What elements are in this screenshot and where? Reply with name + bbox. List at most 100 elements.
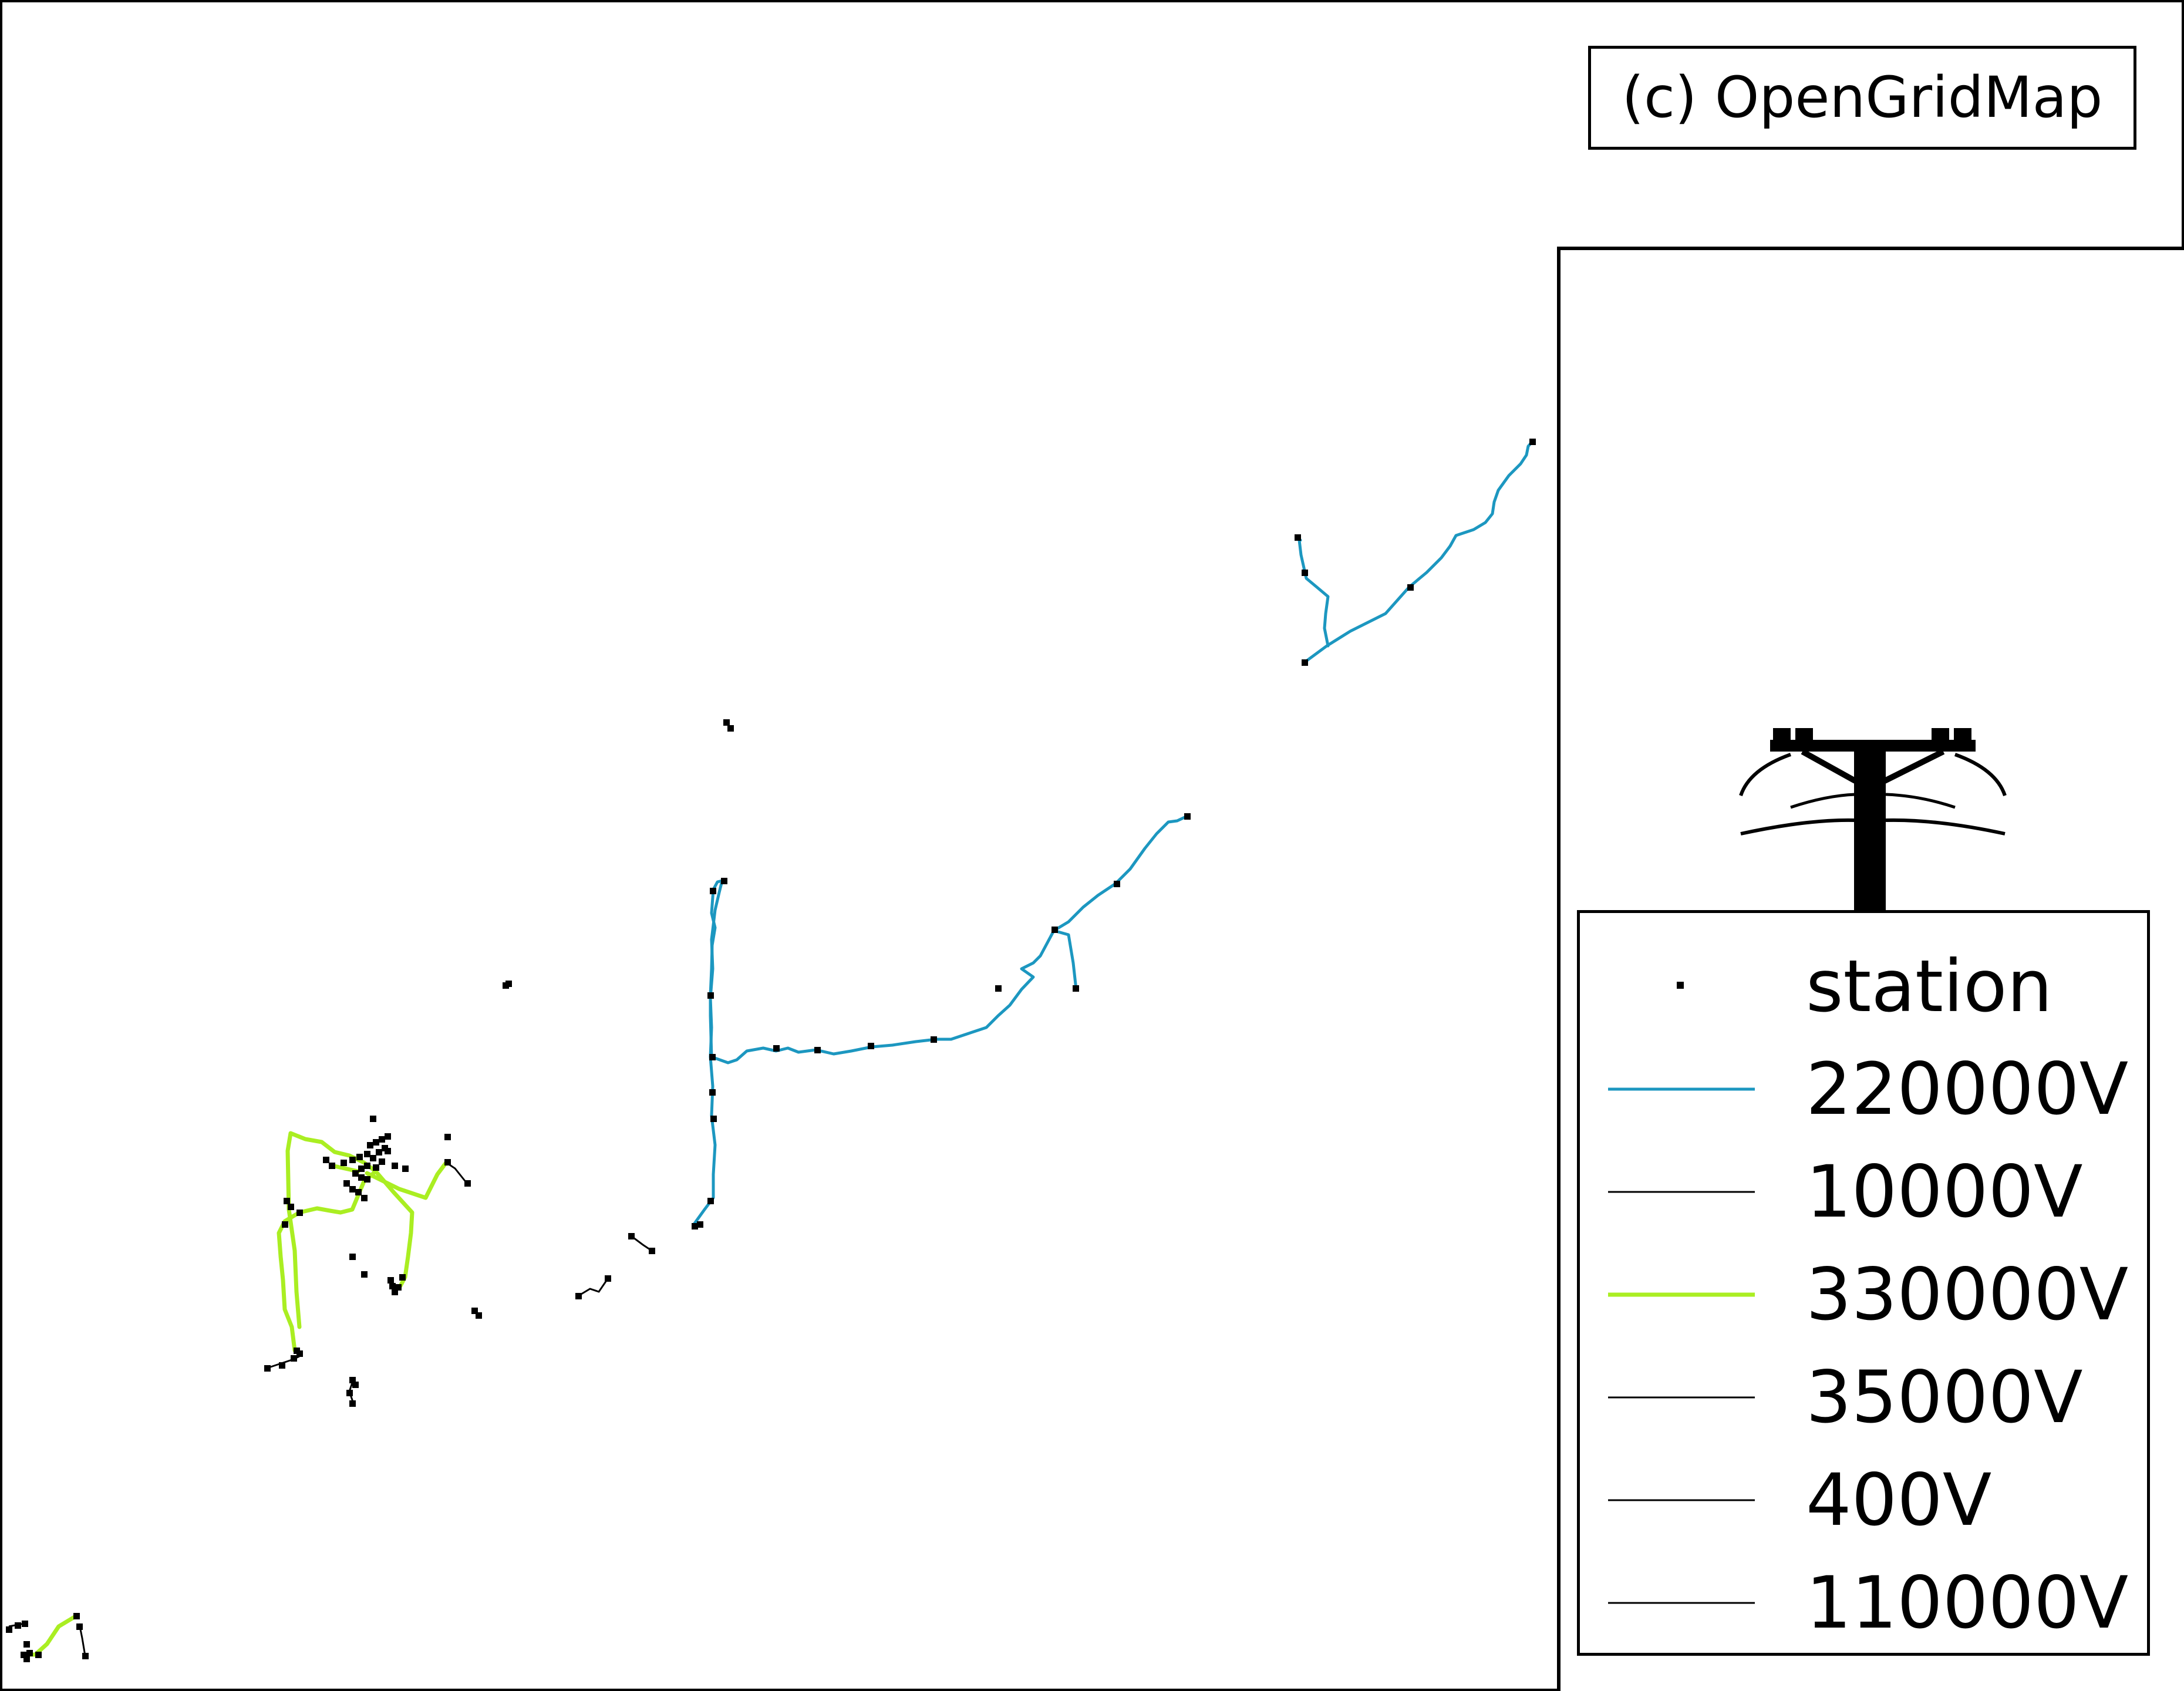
station-marker[interactable] (329, 1163, 335, 1169)
station-marker[interactable] (1295, 534, 1301, 541)
station-marker[interactable] (471, 1308, 478, 1314)
legend-item-10kv: 10000V (1580, 1148, 2147, 1236)
station-marker[interactable] (464, 1180, 471, 1187)
station-marker[interactable] (709, 1089, 716, 1096)
lines-220kv (692, 440, 1534, 1226)
station-marker[interactable] (21, 1652, 27, 1658)
station-marker[interactable] (6, 1626, 12, 1633)
station-marker[interactable] (349, 1186, 356, 1193)
station-marker[interactable] (727, 725, 734, 732)
station-marker[interactable] (26, 1650, 33, 1656)
station-marker[interactable] (868, 1043, 874, 1049)
station-marker[interactable] (721, 878, 727, 884)
station-marker[interactable] (349, 1157, 356, 1163)
station-marker[interactable] (1073, 985, 1079, 992)
station-marker[interactable] (709, 1054, 716, 1060)
station-marker[interactable] (22, 1621, 28, 1627)
station-marker[interactable] (710, 1116, 717, 1122)
station-marker[interactable] (773, 1045, 780, 1052)
station-marker[interactable] (355, 1189, 362, 1195)
station-marker[interactable] (373, 1139, 379, 1146)
station-marker[interactable] (73, 1613, 80, 1619)
station-marker[interactable] (710, 888, 716, 894)
station-marker[interactable] (503, 982, 509, 989)
legend-label: 400V (1806, 1458, 1992, 1542)
station-marker[interactable] (343, 1180, 350, 1187)
station-marker[interactable] (282, 1221, 288, 1228)
station-marker[interactable] (395, 1284, 402, 1291)
station-marker[interactable] (349, 1377, 356, 1383)
station-marker[interactable] (444, 1159, 451, 1165)
line-220kv-east-spur (1052, 929, 1078, 991)
station-marker[interactable] (361, 1271, 368, 1278)
station-marker[interactable] (1184, 813, 1191, 820)
station-marker[interactable] (399, 1274, 406, 1281)
station-marker[interactable] (296, 1350, 303, 1357)
station-marker[interactable] (444, 1134, 451, 1140)
station-marker[interactable] (376, 1149, 382, 1156)
station-marker[interactable] (605, 1275, 611, 1282)
station-marker[interactable] (358, 1174, 365, 1181)
station-marker[interactable] (23, 1641, 30, 1648)
station-marker[interactable] (264, 1365, 271, 1372)
station-marker[interactable] (364, 1176, 370, 1183)
station-marker[interactable] (1302, 570, 1308, 576)
station-marker[interactable] (379, 1136, 385, 1143)
station-marker[interactable] (995, 985, 1002, 992)
station-marker[interactable] (35, 1652, 42, 1658)
station-marker[interactable] (1114, 881, 1120, 887)
station-marker[interactable] (346, 1390, 353, 1396)
station-marker[interactable] (291, 1355, 297, 1362)
station-marker[interactable] (628, 1233, 635, 1239)
station-marker[interactable] (385, 1148, 391, 1154)
station-marker[interactable] (352, 1382, 359, 1388)
station-marker[interactable] (723, 719, 730, 726)
station-marker[interactable] (1302, 659, 1308, 666)
station-marker[interactable] (373, 1164, 379, 1171)
station-marker[interactable] (15, 1622, 21, 1629)
station-marker[interactable] (697, 1221, 703, 1228)
station-marker[interactable] (379, 1158, 385, 1165)
station-marker[interactable] (1529, 439, 1536, 445)
station-marker[interactable] (279, 1362, 285, 1369)
station-marker[interactable] (1051, 927, 1058, 933)
station-marker[interactable] (370, 1155, 376, 1161)
station-marker[interactable] (341, 1160, 347, 1166)
station-marker[interactable] (649, 1248, 655, 1254)
station-marker[interactable] (76, 1623, 83, 1630)
station-marker[interactable] (370, 1116, 376, 1122)
legend-item-station: station (1580, 942, 2147, 1030)
station-marker[interactable] (931, 1036, 937, 1043)
station-marker[interactable] (707, 1198, 714, 1204)
station-marker[interactable] (476, 1312, 482, 1319)
station-marker[interactable] (296, 1210, 303, 1216)
station-marker[interactable] (392, 1289, 398, 1295)
station-marker[interactable] (364, 1163, 370, 1169)
station-marker[interactable] (82, 1653, 89, 1659)
station-marker[interactable] (288, 1204, 294, 1210)
station-marker[interactable] (402, 1165, 409, 1172)
station-marker[interactable] (356, 1154, 363, 1160)
station-marker[interactable] (814, 1047, 821, 1053)
station-marker[interactable] (392, 1163, 398, 1169)
station-marker[interactable] (575, 1293, 582, 1299)
station-marker[interactable] (387, 1277, 394, 1284)
station-marker[interactable] (361, 1195, 368, 1201)
station-marker[interactable] (692, 1223, 698, 1229)
station-marker[interactable] (349, 1254, 356, 1260)
station-marker[interactable] (284, 1198, 290, 1204)
station-marker[interactable] (367, 1142, 373, 1148)
station-marker[interactable] (23, 1656, 30, 1662)
station-marker[interactable] (352, 1170, 359, 1177)
station-marker[interactable] (1407, 584, 1414, 591)
station-marker[interactable] (358, 1165, 365, 1172)
station-marker[interactable] (323, 1157, 329, 1163)
station-marker[interactable] (707, 992, 714, 999)
station-marker[interactable] (389, 1283, 396, 1289)
station-marker[interactable] (364, 1151, 370, 1157)
legend-item-400v: 400V (1580, 1456, 2147, 1544)
station-marker[interactable] (349, 1400, 356, 1407)
legend-label: 35000V (1806, 1356, 2083, 1439)
station-marker[interactable] (385, 1133, 391, 1140)
